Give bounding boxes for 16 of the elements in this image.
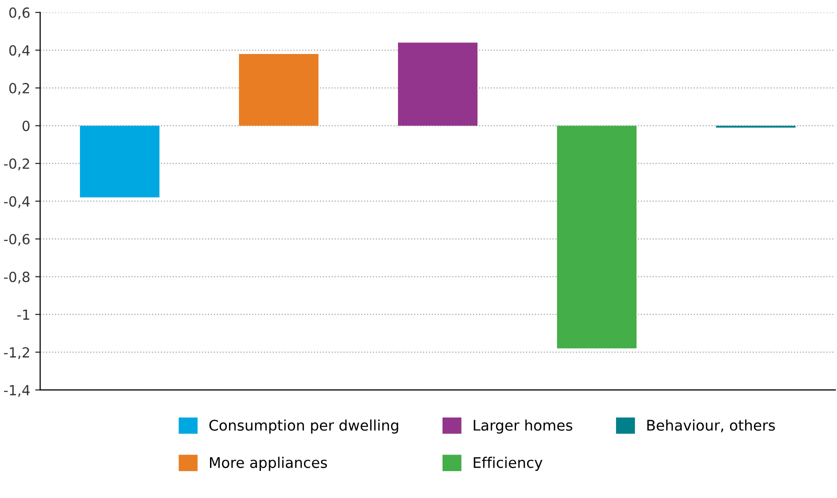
y-tick-label: -0,6 <box>4 234 30 246</box>
legend-label: Consumption per dwelling <box>209 419 398 434</box>
y-tick-label: 0,2 <box>9 82 30 95</box>
y-tick-label: 0 <box>22 120 30 132</box>
legend-label: Efficiency <box>474 456 542 471</box>
legend-label: Behaviour, others <box>647 419 775 432</box>
y-tick-label: -1,4 <box>4 385 30 397</box>
y-tick-label: 0,4 <box>9 45 30 58</box>
y-tick-label: -0,8 <box>4 272 30 284</box>
legend-label: Larger homes <box>474 419 572 434</box>
y-tick-label: -0,4 <box>4 196 30 208</box>
y-tick-label: -0,2 <box>4 158 30 170</box>
legend-label: More appliances <box>210 456 327 471</box>
y-tick-label: -1 <box>17 310 30 320</box>
y-tick-label: 0,6 <box>9 7 30 20</box>
y-tick-label: -1,2 <box>4 347 30 360</box>
